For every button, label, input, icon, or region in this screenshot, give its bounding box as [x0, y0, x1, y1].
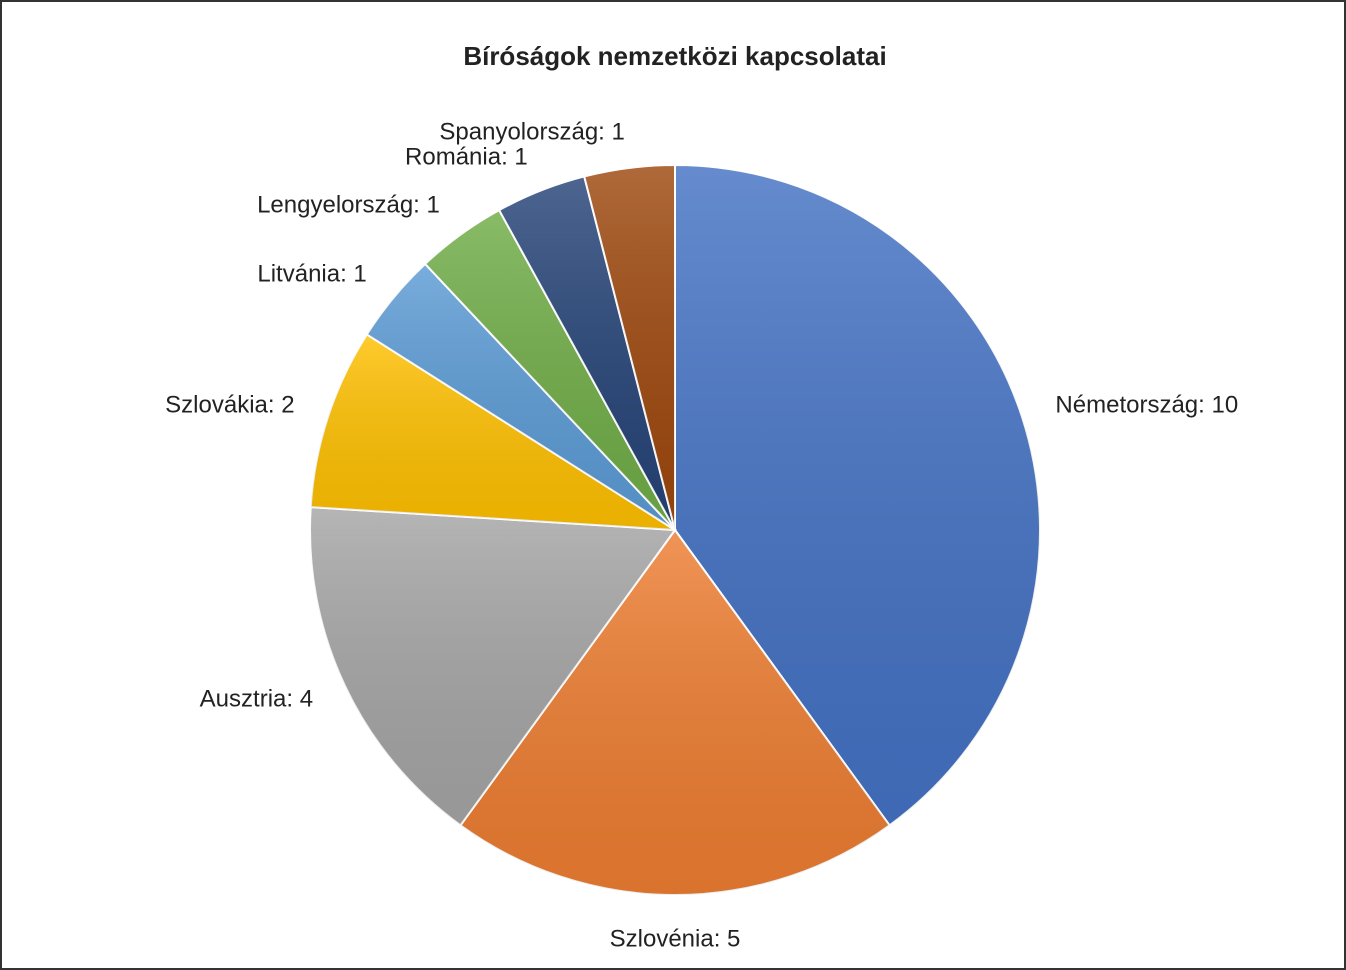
- data-label: Ausztria: 4: [200, 686, 313, 713]
- data-label: Németország: 10: [1055, 392, 1238, 419]
- data-label: Spanyolország: 1: [439, 118, 624, 145]
- data-label: Szlovákia: 2: [165, 392, 294, 419]
- chart-title: Bíróságok nemzetközi kapcsolatai: [463, 41, 886, 71]
- data-label: Szlovénia: 5: [610, 925, 741, 952]
- data-label: Lengyelország: 1: [257, 192, 440, 219]
- data-label: Litvánia: 1: [257, 260, 366, 287]
- data-label: Románia: 1: [405, 143, 528, 170]
